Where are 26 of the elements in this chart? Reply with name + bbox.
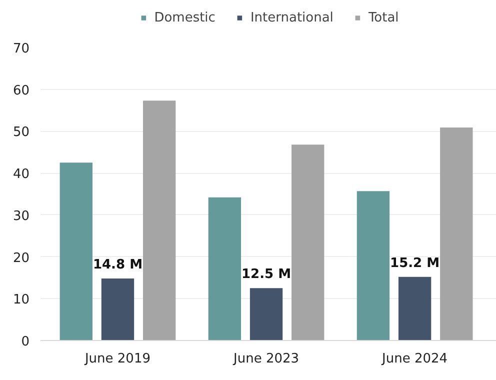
x-tick-label: June 2023 (232, 352, 300, 366)
y-tick-label: 0 (21, 334, 30, 350)
bar (142, 100, 176, 340)
y-tick-label: 60 (12, 83, 30, 98)
bar (60, 162, 92, 340)
legend-label: Total (368, 10, 399, 25)
data-label: 15.2 M (390, 256, 440, 271)
bar (356, 191, 390, 340)
legend-label: Domestic (154, 10, 216, 25)
legend-label: International (250, 10, 334, 25)
data-label: 14.8 M (92, 258, 143, 273)
bar (208, 197, 242, 340)
y-tick-label: 20 (12, 250, 30, 266)
bar (440, 127, 473, 340)
y-tick-label: 50 (12, 125, 30, 140)
x-tick-label: June 2024 (381, 352, 448, 366)
bar (250, 288, 283, 340)
bar (398, 276, 432, 340)
y-tick-label: 30 (12, 208, 30, 224)
y-tick-label: 10 (12, 292, 30, 308)
data-label: 12.5 M (242, 267, 292, 282)
bar (292, 144, 324, 340)
y-tick-label: 70 (12, 42, 30, 56)
bar (101, 278, 134, 340)
x-tick-label: June 2019 (84, 352, 151, 366)
y-tick-label: 40 (12, 167, 30, 182)
